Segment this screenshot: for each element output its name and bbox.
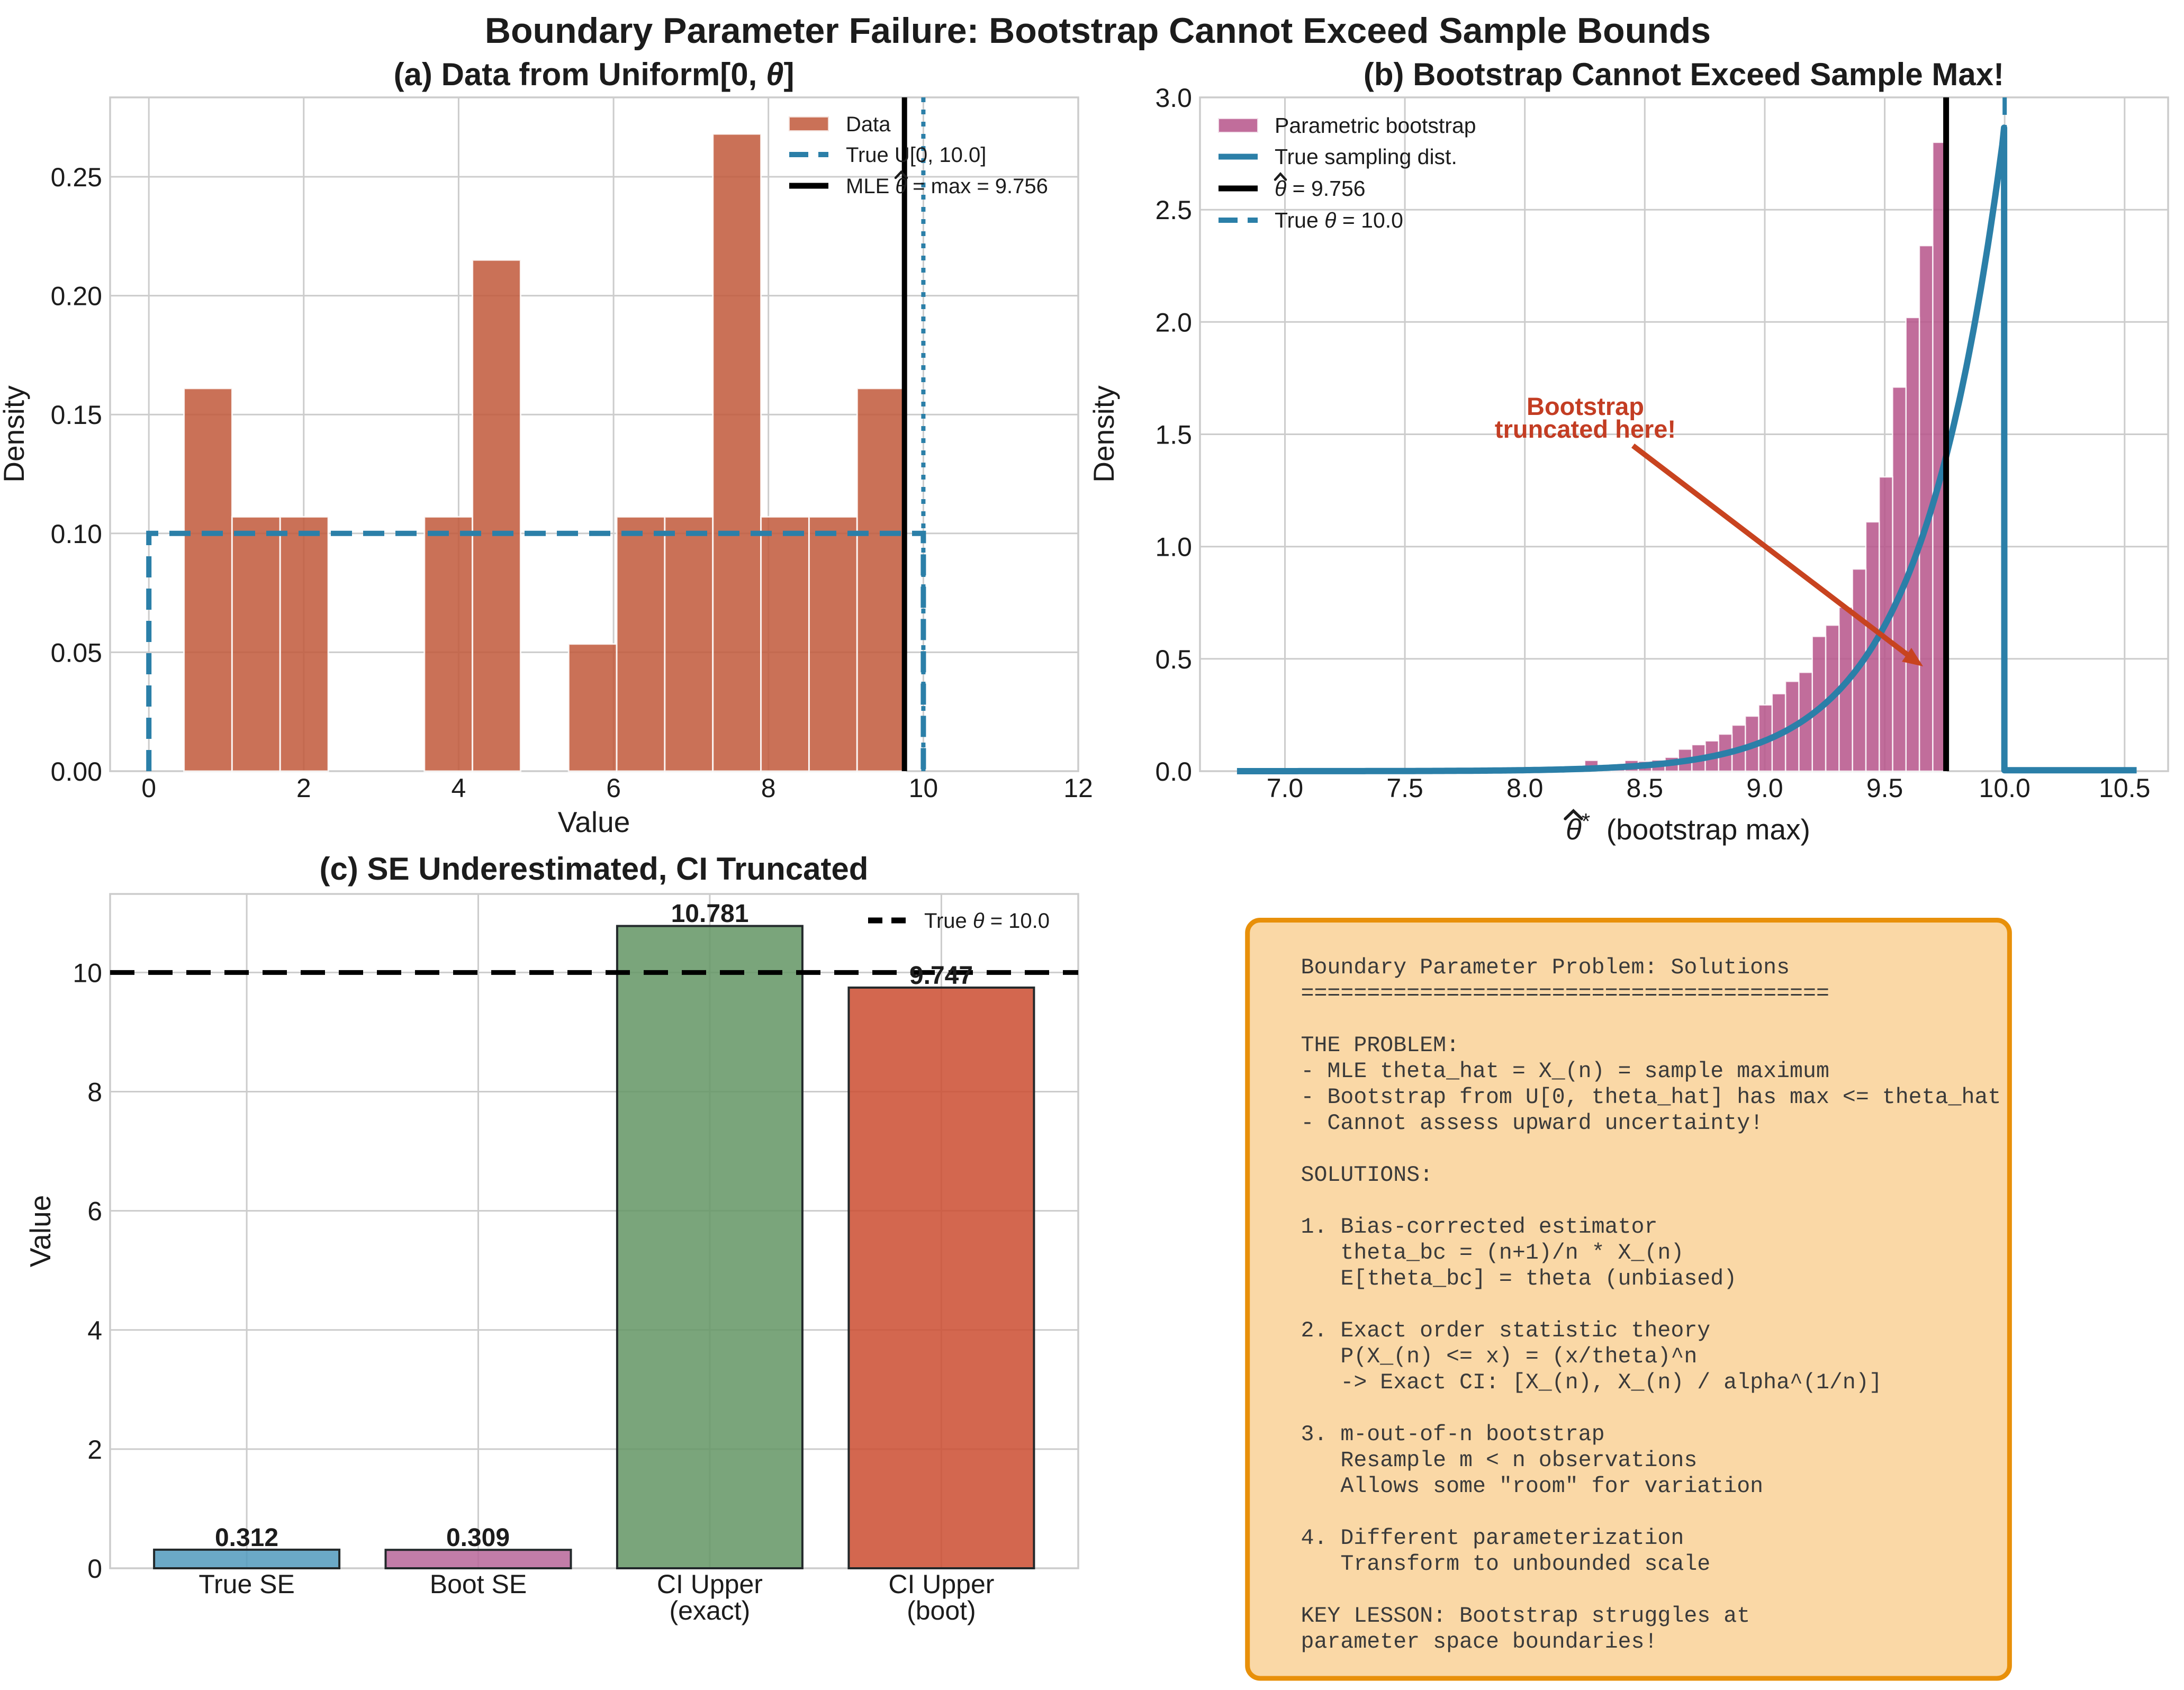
svg-text:(exact): (exact) [669, 1596, 750, 1625]
svg-text:6: 6 [606, 773, 621, 803]
svg-text:Data: Data [846, 113, 891, 136]
svg-text:Density: Density [0, 385, 30, 483]
svg-text:Boot SE: Boot SE [430, 1569, 527, 1599]
svg-text:THE PROBLEM:: THE PROBLEM: [1301, 1033, 1460, 1058]
svg-text:2: 2 [87, 1435, 102, 1465]
svg-text:Resample m < n observations: Resample m < n observations [1301, 1448, 1698, 1473]
svg-text:0.5: 0.5 [1155, 645, 1192, 674]
svg-text:SOLUTIONS:: SOLUTIONS: [1301, 1163, 1433, 1188]
svg-text:9.747: 9.747 [909, 962, 973, 990]
svg-text:7.5: 7.5 [1386, 773, 1423, 803]
svg-text:4. Different parameterization: 4. Different parameterization [1301, 1526, 1684, 1551]
svg-text:0.309: 0.309 [446, 1524, 510, 1552]
svg-text:0.00: 0.00 [51, 757, 102, 787]
svg-text:(b) Bootstrap Cannot Exceed Sa: (b) Bootstrap Cannot Exceed Sample Max! [1364, 57, 2004, 92]
svg-text:1. Bias-corrected estimator: 1. Bias-corrected estimator [1301, 1215, 1658, 1240]
svg-text:P(X_(n) <= x) = (x/theta)^n: P(X_(n) <= x) = (x/theta)^n [1301, 1344, 1698, 1369]
svg-text:-> Exact CI: [X_(n), X_(n) / a: -> Exact CI: [X_(n), X_(n) / alpha^(1/n)… [1301, 1370, 1882, 1395]
svg-text:θ = 9.756: θ = 9.756 [1275, 176, 1366, 201]
svg-text:2. Exact order statistic theor: 2. Exact order statistic theory [1301, 1318, 1711, 1343]
svg-text:8: 8 [761, 773, 776, 803]
svg-text:2.5: 2.5 [1155, 195, 1192, 225]
svg-text:3.0: 3.0 [1155, 83, 1192, 113]
svg-text:12: 12 [1063, 773, 1093, 803]
svg-text:KEY LESSON: Bootstrap struggle: KEY LESSON: Bootstrap struggles at [1301, 1604, 1750, 1629]
svg-text:CI Upper: CI Upper [657, 1569, 763, 1599]
svg-text:4: 4 [451, 773, 466, 803]
svg-text:10.0: 10.0 [1979, 773, 2030, 803]
svg-text:10: 10 [73, 958, 102, 988]
svg-text:8.0: 8.0 [1506, 773, 1544, 803]
svg-text:0.0: 0.0 [1155, 757, 1192, 787]
svg-text:Allows some "room" for variati: Allows some "room" for variation [1301, 1474, 1764, 1499]
svg-text:7.0: 7.0 [1267, 773, 1304, 803]
svg-text:- MLE theta_hat = X_(n) = samp: - MLE theta_hat = X_(n) = sample maximum [1301, 1059, 1829, 1084]
svg-text:CI Upper: CI Upper [888, 1569, 994, 1599]
svg-text:(boot): (boot) [907, 1596, 976, 1625]
svg-text:0.312: 0.312 [215, 1524, 278, 1552]
svg-text:True U[0, 10.0]: True U[0, 10.0] [846, 143, 986, 167]
svg-text:Bootstrap: Bootstrap [1527, 392, 1644, 420]
svg-text:Transform to unbounded scale: Transform to unbounded scale [1301, 1552, 1711, 1577]
svg-text:True θ = 10.0: True θ = 10.0 [924, 909, 1050, 933]
svg-text:Value: Value [24, 1195, 57, 1268]
svg-text:Boundary Parameter Problem: So: Boundary Parameter Problem: Solutions [1301, 955, 1790, 980]
svg-text:0: 0 [141, 773, 156, 803]
svg-text:Boundary Parameter Failure: Bo: Boundary Parameter Failure: Bootstrap Ca… [485, 11, 1711, 51]
svg-text:0.25: 0.25 [51, 162, 102, 192]
svg-text:Parametric bootstrap: Parametric bootstrap [1275, 113, 1476, 138]
svg-text:4: 4 [87, 1316, 102, 1345]
svg-text:0.15: 0.15 [51, 400, 102, 430]
svg-text:2.0: 2.0 [1155, 308, 1192, 337]
svg-text:True SE: True SE [198, 1569, 295, 1599]
svg-text:0.05: 0.05 [51, 638, 102, 667]
svg-text:10: 10 [909, 773, 938, 803]
svg-text:0.10: 0.10 [51, 519, 102, 549]
svg-text:3. m-out-of-n bootstrap: 3. m-out-of-n bootstrap [1301, 1422, 1605, 1447]
svg-text:truncated here!: truncated here! [1495, 415, 1676, 443]
svg-text:θ* (bootstrap max): θ* (bootstrap max) [1566, 809, 1810, 846]
svg-text:Density: Density [1087, 385, 1120, 483]
svg-text:(c) SE Underestimated, CI Trun: (c) SE Underestimated, CI Truncated [320, 851, 869, 887]
svg-text:==============================: ======================================== [1301, 981, 1829, 1006]
svg-text:(a) Data from Uniform[0, θ]: (a) Data from Uniform[0, θ] [394, 57, 795, 92]
svg-text:6: 6 [87, 1197, 102, 1226]
svg-text:0.20: 0.20 [51, 282, 102, 311]
svg-text:- Bootstrap from U[0, theta_ha: - Bootstrap from U[0, theta_hat] has max… [1301, 1085, 2001, 1110]
svg-text:theta_bc = (n+1)/n * X_(n): theta_bc = (n+1)/n * X_(n) [1301, 1241, 1684, 1266]
svg-text:9.5: 9.5 [1866, 773, 1903, 803]
svg-text:10.781: 10.781 [671, 900, 749, 928]
svg-text:10.5: 10.5 [2099, 773, 2150, 803]
svg-text:parameter space boundaries!: parameter space boundaries! [1301, 1630, 1658, 1655]
svg-text:2: 2 [296, 773, 311, 803]
svg-text:8.5: 8.5 [1627, 773, 1664, 803]
svg-text:Value: Value [558, 806, 630, 838]
svg-text:True sampling dist.: True sampling dist. [1275, 144, 1457, 169]
svg-text:8: 8 [87, 1078, 102, 1107]
svg-text:MLE θ = max = 9.756: MLE θ = max = 9.756 [846, 175, 1048, 198]
svg-text:E[theta_bc] = theta (unbiased): E[theta_bc] = theta (unbiased) [1301, 1267, 1737, 1291]
svg-text:- Cannot assess upward uncerta: - Cannot assess upward uncertainty! [1301, 1111, 1764, 1136]
svg-text:True θ = 10.0: True θ = 10.0 [1275, 208, 1403, 232]
svg-text:1.0: 1.0 [1155, 532, 1192, 562]
svg-text:0: 0 [87, 1554, 102, 1584]
svg-text:1.5: 1.5 [1155, 420, 1192, 450]
svg-text:9.0: 9.0 [1746, 773, 1783, 803]
